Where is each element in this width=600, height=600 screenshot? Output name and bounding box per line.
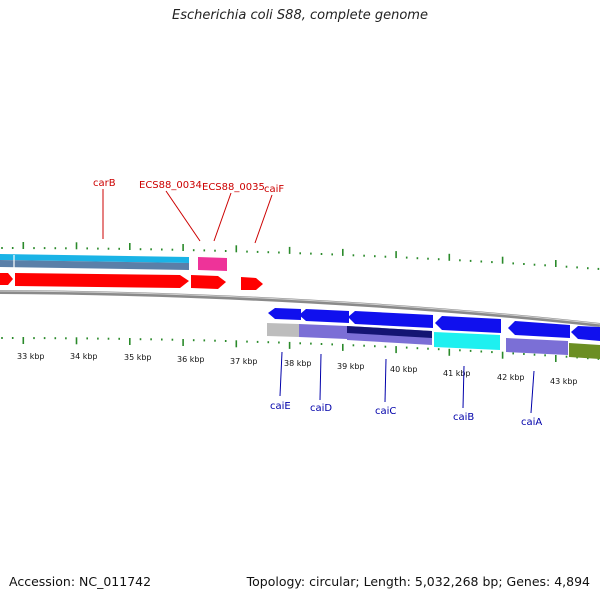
reverse-cds-arrow xyxy=(299,309,349,323)
kbp-label: 34 kbp xyxy=(70,352,98,361)
gene-label-ecs88-0035: ECS88_0035 xyxy=(202,182,265,193)
forward-cds-arrow xyxy=(191,275,226,289)
kbp-label: 43 kbp xyxy=(550,377,578,386)
kbp-label: 36 kbp xyxy=(177,355,205,364)
accession-text: Accession: NC_011742 xyxy=(9,574,152,589)
genome-info-text: Topology: circular; Length: 5,032,268 bp… xyxy=(246,574,590,589)
kbp-label: 41 kbp xyxy=(443,369,471,378)
bottom-tick-row xyxy=(1,337,600,362)
genome-backbone xyxy=(0,290,600,327)
forward-highlight-shade xyxy=(0,260,189,270)
caib-block xyxy=(434,332,500,350)
kbp-scale: 33 kbp 34 kbp 35 kbp 36 kbp 37 kbp 38 kb… xyxy=(17,352,578,386)
kbp-label: 38 kbp xyxy=(284,359,312,368)
kbp-label: 37 kbp xyxy=(230,357,258,366)
reverse-gene-labels: caiE caiD caiC caiB caiA xyxy=(270,401,542,428)
reverse-cds-arrow xyxy=(571,326,600,341)
gene-label-caid: caiD xyxy=(310,403,332,414)
gene-label-caib: caiB xyxy=(453,412,474,423)
forward-cds-arrow xyxy=(0,273,13,285)
top-tick-row xyxy=(1,242,600,270)
reverse-cds-arrow xyxy=(435,316,501,333)
genome-backbone-highlight xyxy=(0,290,600,325)
kbp-label: 33 kbp xyxy=(17,352,45,361)
caid-block xyxy=(299,324,347,339)
gene-label-caif: caiF xyxy=(264,184,284,195)
forward-gene-labels: carB ECS88_0034 ECS88_0035 caiF xyxy=(93,178,284,195)
kbp-label: 40 kbp xyxy=(390,365,418,374)
kbp-label: 35 kbp xyxy=(124,353,152,362)
caia-block xyxy=(506,338,568,355)
gene-label-caia: caiA xyxy=(521,417,542,428)
gene-label-caie: caiE xyxy=(270,401,291,412)
forward-cds-arrow xyxy=(241,277,263,290)
kbp-label: 39 kbp xyxy=(337,362,365,371)
caic-block-dark xyxy=(347,326,432,338)
reverse-cds-arrow xyxy=(348,311,433,328)
reverse-cds-arrow xyxy=(508,321,570,338)
reverse-cds-arrow xyxy=(268,308,301,320)
kbp-label: 42 kbp xyxy=(497,373,525,382)
forward-leaders xyxy=(102,189,273,244)
page-title: Escherichia coli S88, complete genome xyxy=(172,8,428,23)
gene-label-caic: caiC xyxy=(375,406,396,417)
reverse-olive-block xyxy=(569,343,600,359)
forward-cds-arrow xyxy=(15,273,189,288)
ecs88-0035-block xyxy=(198,257,227,271)
gene-label-ecs88-0034: ECS88_0034 xyxy=(139,180,202,191)
gene-label-carb: carB xyxy=(93,178,116,189)
caie-block xyxy=(267,323,299,337)
reverse-leaders xyxy=(279,351,535,414)
